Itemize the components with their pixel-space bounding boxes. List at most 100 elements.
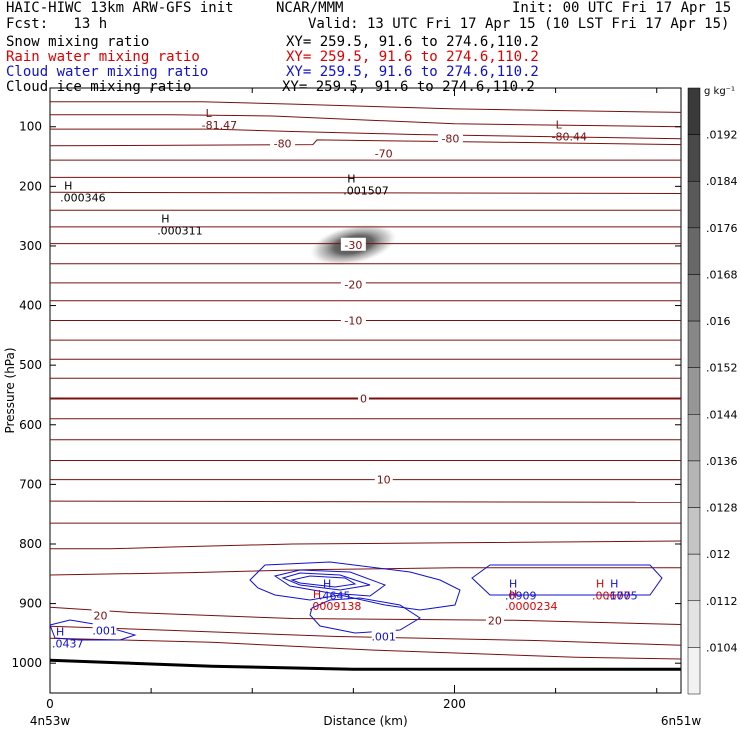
extremum-mark: H (56, 625, 64, 638)
contour-label-bg (92, 623, 117, 637)
temperature-contour-label: 0 (360, 393, 367, 406)
temperature-contour-line (50, 128, 682, 140)
colorbar-tick-label: .0152 (706, 362, 738, 375)
colorbar-swatch (687, 553, 701, 602)
legend-snow-xy: XY= 259.5, 91.6 to 274.6,110.2 (286, 34, 539, 50)
extremum-mark: H (64, 180, 72, 193)
temperature-contour-line (50, 114, 682, 128)
legend-cloudwater-xy: XY= 259.5, 91.6 to 274.6,110.2 (286, 64, 539, 80)
extremum-value: .0437 (52, 637, 83, 650)
extremum-mark: H (509, 588, 517, 601)
temperature-contour-line (50, 540, 682, 550)
extremum-value: .0009138 (309, 600, 362, 613)
extremum-value: .4645 (319, 590, 351, 603)
colorbar-swatch (687, 87, 701, 135)
temperature-contour-line (49, 191, 682, 194)
cloud-water-contour (273, 569, 387, 597)
cloud-water-contour (290, 575, 357, 588)
y-axis-label: Pressure (hPa) (3, 347, 17, 433)
colorbar-tick-label: .016 (706, 315, 731, 328)
extremum-value: .1005 (606, 590, 638, 603)
colorbar-swatch (687, 647, 701, 695)
legend-rain-xy: XY= 259.5, 91.6 to 274.6,110.2 (286, 49, 539, 65)
colorbar-tick-label: .0192 (706, 129, 738, 142)
extremum-value: .000346 (60, 192, 106, 205)
colorbar-tick-label: .0176 (706, 222, 738, 235)
extremum-mark: H (323, 578, 331, 591)
colorbar-swatch (687, 460, 701, 508)
temperature-contour-line (50, 101, 682, 113)
legend-cloudice-label: Cloud ice mixing ratio (6, 79, 192, 95)
extremum-value: .0909 (505, 590, 537, 603)
y-tick-label: 600 (19, 418, 42, 432)
y-tick-label: 500 (19, 358, 42, 372)
extremum-value: .001507 (343, 184, 389, 197)
y-tick-label: 400 (19, 299, 42, 313)
colorbar-tick-label: .012 (706, 548, 731, 561)
temperature-contour-label: 20 (488, 614, 502, 627)
colorbar-swatch (687, 227, 701, 275)
y-tick-label: 200 (19, 179, 42, 193)
y-tick-label: 900 (19, 597, 42, 611)
colorbar-swatch (687, 134, 701, 182)
colorbar-tick-label: .0104 (706, 641, 738, 654)
temperature-contour-line (49, 625, 682, 646)
y-tick-label: 1000 (11, 656, 42, 670)
contour-label-bg (437, 131, 463, 145)
extremum-value: -81.47 (202, 119, 237, 132)
colorbar-unit-label: g kg⁻¹ (704, 86, 735, 97)
legend-rain-label: Rain water mixing ratio (6, 49, 200, 65)
contour-label-bg (357, 391, 369, 405)
temperature-contour-line (49, 606, 682, 625)
extremum-mark: H (610, 578, 618, 591)
colorbar-tick-label: .0136 (706, 455, 738, 468)
temperature-contour-label: 10 (377, 474, 391, 487)
cloud-water-contour-label: .001 (92, 624, 117, 637)
temperature-contour-line (49, 139, 682, 147)
temperature-contour-label: -20 (344, 279, 362, 292)
contour-label-bg (340, 277, 366, 291)
cloud-water-contour (249, 561, 461, 611)
plot-frame (49, 87, 682, 694)
header-valid: Valid: 13 UTC Fri 17 Apr 15 (10 LST Fri … (308, 16, 730, 32)
colorbar-tick-label: .0128 (706, 502, 738, 515)
header-center: NCAR/MMM (276, 0, 344, 16)
temperature-contour-label: -80 (441, 133, 459, 146)
extremum-value: .000311 (157, 224, 203, 237)
colorbar-swatch (687, 507, 701, 555)
temperature-contour-label: -80 (274, 137, 292, 150)
y-tick-label: 300 (19, 239, 42, 253)
temperature-contour-label: -70 (375, 148, 393, 161)
colorbar-swatch (687, 180, 701, 229)
extremum-mark: H (313, 588, 321, 601)
contour-label-bg (371, 629, 396, 643)
contour-label-bg (91, 608, 110, 622)
colorbar-swatch (687, 600, 701, 648)
temperature-contour-label: -10 (344, 314, 362, 327)
colorbar-swatch (687, 367, 701, 415)
extremum-mark: H (596, 578, 604, 591)
cloud-water-contour-label: .001 (371, 630, 396, 643)
legend-snow-label: Snow mixing ratio (6, 34, 150, 50)
temperature-contour-line (49, 500, 682, 503)
extremum-mark: H (161, 212, 169, 225)
x-tick-label: 0 (46, 697, 54, 711)
cloud-water-contour (309, 597, 421, 634)
colorbar-swatch (687, 320, 701, 368)
colorbar-tick-label: .0112 (706, 595, 738, 608)
colorbar-tick-label: .0144 (706, 408, 738, 421)
start-point-label: 4n53w (30, 714, 71, 728)
contour-label-bg (485, 613, 504, 627)
extremum-mark: L (206, 107, 213, 120)
extremum-mark: H (347, 172, 355, 185)
y-tick-label: 100 (19, 120, 42, 134)
colorbar-tick-label: .0168 (706, 268, 738, 281)
header-fcst: Fcst: 13 h (6, 16, 108, 32)
cloud-water-contour (471, 564, 663, 596)
x-tick-label: 200 (443, 697, 466, 711)
contour-label-bg (270, 136, 296, 150)
extremum-value: .00677 (592, 590, 631, 603)
y-tick-label: 700 (19, 477, 42, 491)
extremum-mark: L (556, 119, 563, 132)
temperature-contour-label: -30 (344, 239, 362, 252)
